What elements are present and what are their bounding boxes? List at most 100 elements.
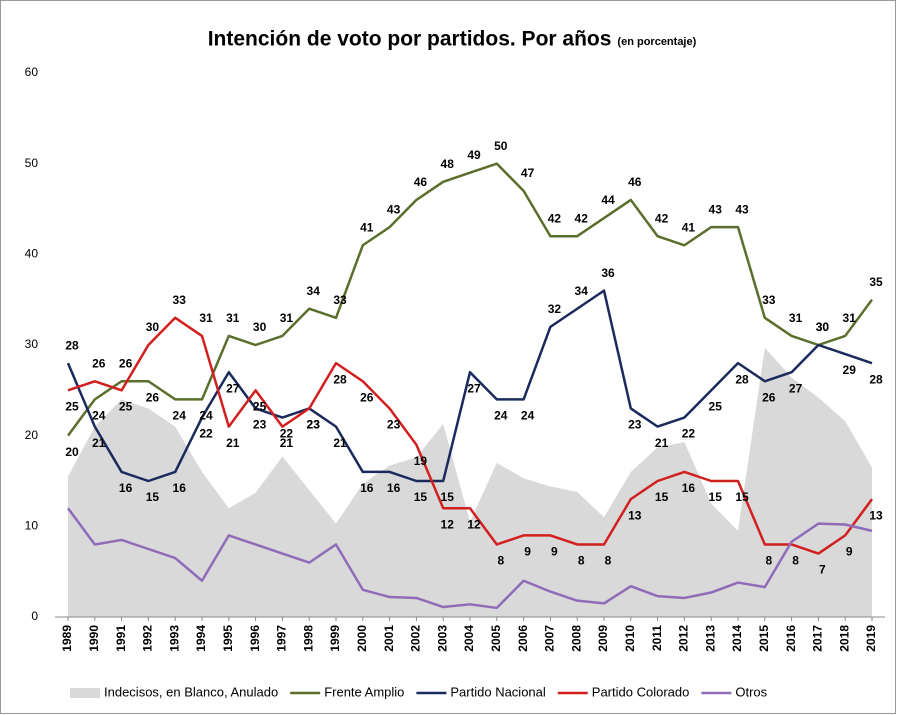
data-label: 23 [253, 418, 267, 432]
legend-label: Partido Nacional [450, 684, 545, 699]
data-label: 21 [92, 436, 106, 450]
data-label: 16 [360, 481, 374, 495]
data-label: 21 [655, 436, 669, 450]
data-label: 25 [119, 400, 133, 414]
data-label: 42 [655, 211, 669, 225]
x-tick-label: 2009 [596, 625, 610, 652]
data-label: 19 [414, 454, 428, 468]
data-label: 43 [387, 202, 401, 216]
legend-label: Indecisos, en Blanco, Anulado [104, 684, 278, 699]
data-label: 27 [467, 381, 481, 395]
x-tick-label: 2013 [703, 625, 717, 652]
data-label: 13 [869, 508, 883, 522]
data-label: 24 [494, 409, 508, 423]
data-label: 23 [628, 418, 642, 432]
data-label: 23 [307, 418, 321, 432]
data-label: 16 [387, 481, 401, 495]
data-label: 12 [467, 517, 481, 531]
data-label: 27 [226, 381, 240, 395]
data-label: 36 [601, 266, 615, 280]
data-label: 24 [199, 409, 213, 423]
y-tick-label: 50 [25, 156, 39, 170]
data-label: 41 [360, 220, 374, 234]
data-label: 15 [655, 490, 669, 504]
data-label: 31 [226, 311, 240, 325]
data-label: 15 [735, 490, 749, 504]
legend-label: Frente Amplio [324, 684, 404, 699]
x-tick-label: 1991 [114, 625, 128, 652]
y-tick-label: 10 [25, 519, 39, 533]
x-tick-label: 2016 [784, 625, 798, 652]
data-label: 47 [521, 166, 535, 180]
data-label: 30 [816, 320, 830, 334]
data-label: 25 [65, 400, 79, 414]
data-label: 30 [253, 320, 267, 334]
x-tick-label: 2010 [623, 625, 637, 652]
legend-label: Partido Colorado [592, 684, 690, 699]
data-label: 50 [494, 139, 508, 153]
data-label: 15 [441, 490, 455, 504]
data-label: 22 [280, 427, 294, 441]
data-label: 22 [199, 427, 213, 441]
data-label: 43 [735, 202, 749, 216]
data-label: 8 [605, 554, 612, 568]
line [66, 162, 874, 437]
data-label: 16 [682, 481, 696, 495]
data-label: 21 [280, 436, 294, 450]
data-label: 32 [548, 302, 562, 316]
data-label: 26 [762, 390, 776, 404]
data-label: 16 [119, 481, 133, 495]
data-label: 31 [280, 311, 294, 325]
y-tick-label: 30 [25, 337, 39, 351]
x-tick-label: 1998 [301, 625, 315, 652]
data-label: 7 [819, 563, 826, 577]
data-label: 24 [92, 409, 106, 423]
legend-label: Otros [735, 684, 767, 699]
x-tick-label: 2003 [435, 625, 449, 652]
data-label: 12 [441, 517, 455, 531]
data-label: 34 [307, 284, 321, 298]
data-label: 23 [387, 418, 401, 432]
data-label: 31 [199, 311, 213, 325]
data-label: 28 [869, 372, 883, 386]
data-label: 28 [65, 338, 79, 352]
x-tick-label: 2004 [462, 625, 476, 652]
data-label: 26 [92, 356, 106, 370]
legend-swatch [70, 688, 100, 698]
data-label: 21 [226, 436, 240, 450]
data-label: 26 [360, 390, 374, 404]
x-tick-label: 2008 [569, 625, 583, 652]
data-label: 27 [789, 381, 803, 395]
x-tick-label: 2002 [409, 625, 423, 652]
data-label: 42 [575, 211, 589, 225]
data-label: 31 [843, 311, 857, 325]
data-label: 33 [333, 293, 347, 307]
x-tick-label: 2018 [837, 625, 851, 652]
data-label: 26 [119, 356, 133, 370]
data-label: 43 [709, 202, 723, 216]
data-label: 35 [869, 275, 883, 289]
data-label: 46 [414, 175, 428, 189]
x-tick-label: 2001 [382, 625, 396, 652]
data-label: 28 [333, 372, 347, 386]
data-label: 15 [709, 490, 723, 504]
y-tick-label: 40 [25, 247, 39, 261]
x-tick-label: 1990 [87, 625, 101, 652]
data-label: 20 [65, 445, 79, 459]
data-label: 29 [843, 363, 857, 377]
data-label: 23 [307, 418, 321, 432]
data-label: 9 [524, 545, 531, 559]
data-label: 24 [173, 409, 187, 423]
line [66, 507, 873, 610]
y-tick-label: 0 [31, 609, 38, 623]
y-tick-label: 20 [25, 428, 39, 442]
data-label: 44 [601, 193, 615, 207]
data-label: 48 [441, 157, 455, 171]
data-label: 13 [628, 508, 642, 522]
data-label: 8 [765, 554, 772, 568]
x-tick-label: 1993 [167, 625, 181, 652]
x-tick-label: 1994 [194, 625, 208, 652]
data-label: 8 [578, 554, 585, 568]
data-label: 25 [253, 400, 267, 414]
x-tick-label: 2014 [730, 625, 744, 652]
